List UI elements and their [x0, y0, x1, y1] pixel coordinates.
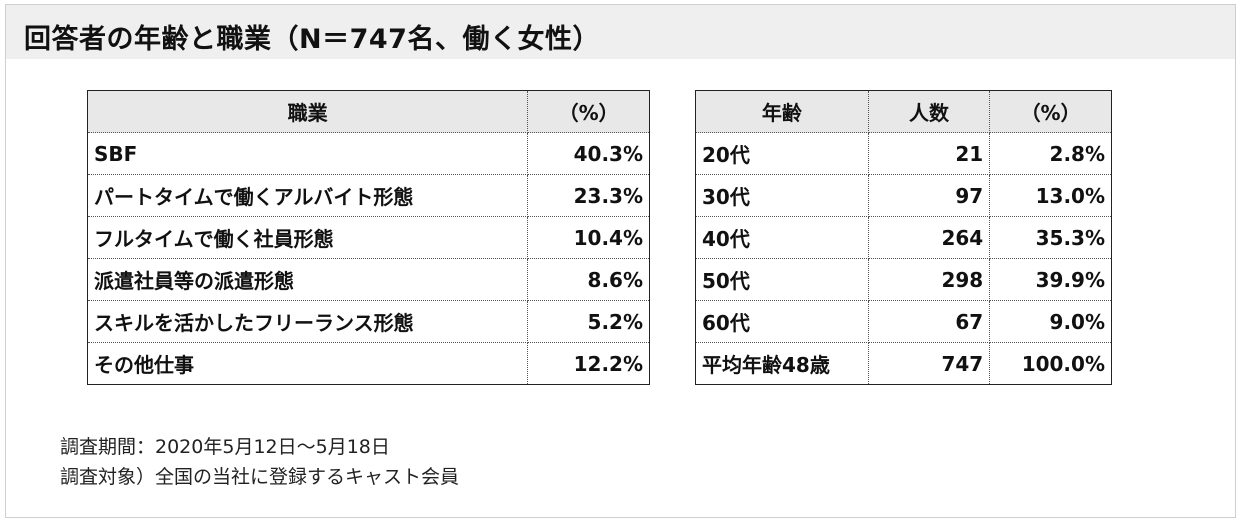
column-header: （%）	[527, 90, 650, 133]
age-table: 年齢 人数 （%） 20代 21 2.8% 30代 97 13.0% 40代 264 35.3% 50…	[695, 90, 1112, 385]
survey-period-note: 調査期間：2020年5月12日～5月18日	[60, 436, 390, 458]
row-label-cell: 30代	[695, 174, 869, 217]
value-cell: 97	[867, 174, 991, 217]
value-cell: 100.0%	[989, 342, 1112, 385]
row-label-cell: 平均年齢48歳	[695, 342, 869, 385]
value-cell: 39.9%	[989, 258, 1112, 301]
value-cell: 21	[867, 132, 991, 175]
table-row: パートタイムで働くアルバイト形態 23.3%	[86, 174, 650, 217]
row-label-cell: フルタイムで働く社員形態	[86, 216, 529, 259]
row-label-cell: 50代	[695, 258, 869, 301]
occupation-table: 職業 （%） SBF 40.3% パートタイムで働くアルバイト形態 23.3% フルタイム…	[86, 90, 650, 385]
value-cell: 747	[867, 342, 991, 385]
column-header: 人数	[867, 90, 991, 133]
value-cell: 12.2%	[527, 342, 650, 385]
row-label-cell: 60代	[695, 300, 869, 343]
value-cell: 8.6%	[527, 258, 650, 301]
table-header-row: 職業 （%）	[86, 90, 650, 133]
value-cell: 23.3%	[527, 174, 650, 217]
value-cell: 264	[867, 216, 991, 259]
title-bar: 回答者の年齢と職業（N＝747名、働く女性）	[6, 5, 1235, 59]
column-header: （%）	[989, 90, 1112, 133]
content-frame	[5, 4, 1236, 518]
row-label-cell: 20代	[695, 132, 869, 175]
table-row: その他仕事 12.2%	[86, 342, 650, 385]
survey-target-note: 調査対象）全国の当社に登録するキャスト会員	[60, 466, 460, 488]
value-cell: 9.0%	[989, 300, 1112, 343]
row-label-cell: スキルを活かしたフリーランス形態	[86, 300, 529, 343]
value-cell: 2.8%	[989, 132, 1112, 175]
row-label-cell: その他仕事	[86, 342, 529, 385]
table-row: 50代 298 39.9%	[695, 258, 1112, 301]
value-cell: 67	[867, 300, 991, 343]
table-row: 派遣社員等の派遣形態 8.6%	[86, 258, 650, 301]
table-header-row: 年齢 人数 （%）	[695, 90, 1112, 133]
value-cell: 35.3%	[989, 216, 1112, 259]
column-header: 職業	[86, 90, 529, 133]
table-row: 40代 264 35.3%	[695, 216, 1112, 259]
row-label-cell: 40代	[695, 216, 869, 259]
table-row: 20代 21 2.8%	[695, 132, 1112, 175]
value-cell: 40.3%	[527, 132, 650, 175]
table-row: 30代 97 13.0%	[695, 174, 1112, 217]
row-label-cell: 派遣社員等の派遣形態	[86, 258, 529, 301]
row-label-cell: パートタイムで働くアルバイト形態	[86, 174, 529, 217]
row-label-cell: SBF	[86, 132, 529, 175]
table-row: スキルを活かしたフリーランス形態 5.2%	[86, 300, 650, 343]
column-header: 年齢	[695, 90, 869, 133]
value-cell: 10.4%	[527, 216, 650, 259]
table-row: 60代 67 9.0%	[695, 300, 1112, 343]
value-cell: 5.2%	[527, 300, 650, 343]
page-title: 回答者の年齢と職業（N＝747名、働く女性）	[24, 24, 600, 55]
table-row: フルタイムで働く社員形態 10.4%	[86, 216, 650, 259]
value-cell: 13.0%	[989, 174, 1112, 217]
table-row: SBF 40.3%	[86, 132, 650, 175]
table-row: 平均年齢48歳 747 100.0%	[695, 342, 1112, 385]
value-cell: 298	[867, 258, 991, 301]
